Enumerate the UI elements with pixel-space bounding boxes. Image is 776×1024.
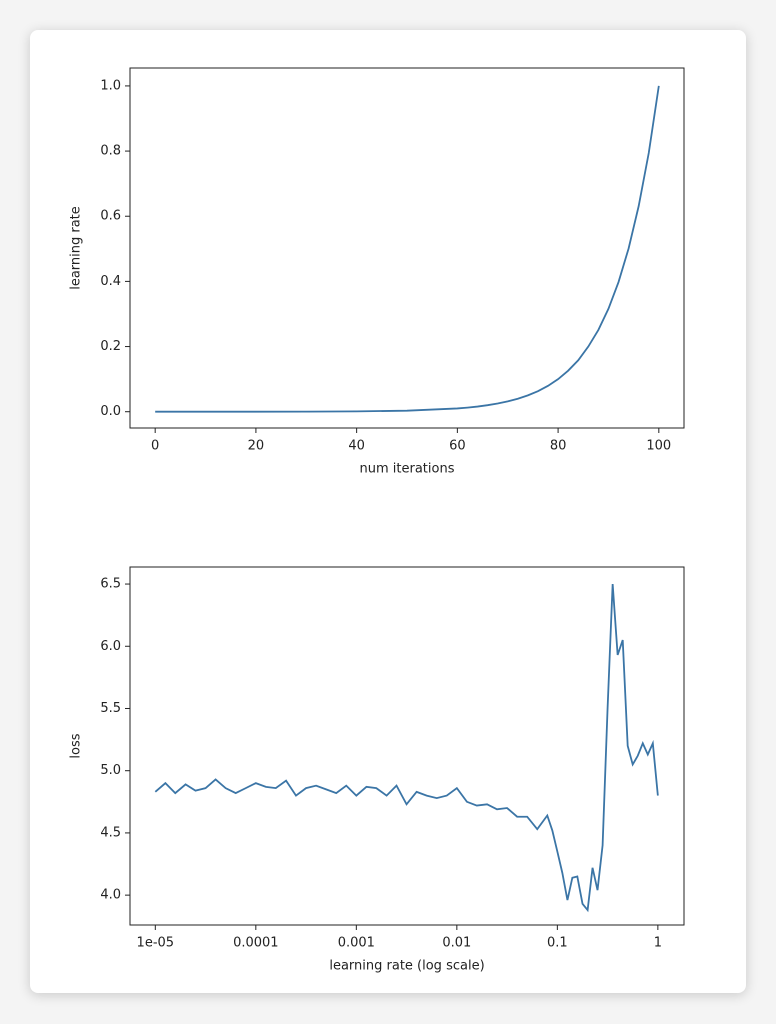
- y-tick-label: 5.0: [100, 763, 121, 778]
- x-tick-label: 0.1: [547, 936, 568, 951]
- y-tick-label: 0.4: [100, 274, 121, 289]
- y-tick-label: 6.0: [100, 639, 121, 654]
- y-axis-label: loss: [69, 733, 84, 758]
- x-tick-label: 0.01: [442, 936, 471, 951]
- y-tick-label: 4.0: [100, 888, 121, 903]
- x-tick-label: 1: [654, 936, 662, 951]
- y-tick-label: 0.6: [100, 209, 121, 224]
- y-tick-label: 6.5: [100, 577, 121, 592]
- data-line: [154, 583, 659, 913]
- x-axis-label: learning rate (log scale): [329, 959, 484, 974]
- plot-frame: [129, 566, 685, 926]
- card: [30, 30, 746, 993]
- x-tick-label: 100: [646, 439, 671, 454]
- y-tick-label: 0.8: [100, 144, 121, 159]
- x-tick-label: 40: [348, 439, 365, 454]
- data-line: [155, 85, 660, 413]
- y-tick-label: 0.0: [100, 404, 121, 419]
- x-tick-label: 0.0001: [233, 936, 279, 951]
- y-tick-label: 4.5: [100, 825, 121, 840]
- x-tick-label: 0.001: [338, 936, 375, 951]
- plot-frame: [129, 67, 685, 429]
- y-tick-label: 0.2: [100, 339, 121, 354]
- y-tick-label: 5.5: [100, 701, 121, 716]
- y-tick-label: 1.0: [100, 78, 121, 93]
- x-tick-label: 80: [550, 439, 567, 454]
- x-tick-label: 20: [248, 439, 265, 454]
- x-axis-label: num iterations: [360, 462, 455, 477]
- x-tick-label: 0: [151, 439, 159, 454]
- x-tick-label: 60: [449, 439, 466, 454]
- x-tick-label: 1e-05: [137, 936, 175, 951]
- y-axis-label: learning rate: [69, 206, 84, 290]
